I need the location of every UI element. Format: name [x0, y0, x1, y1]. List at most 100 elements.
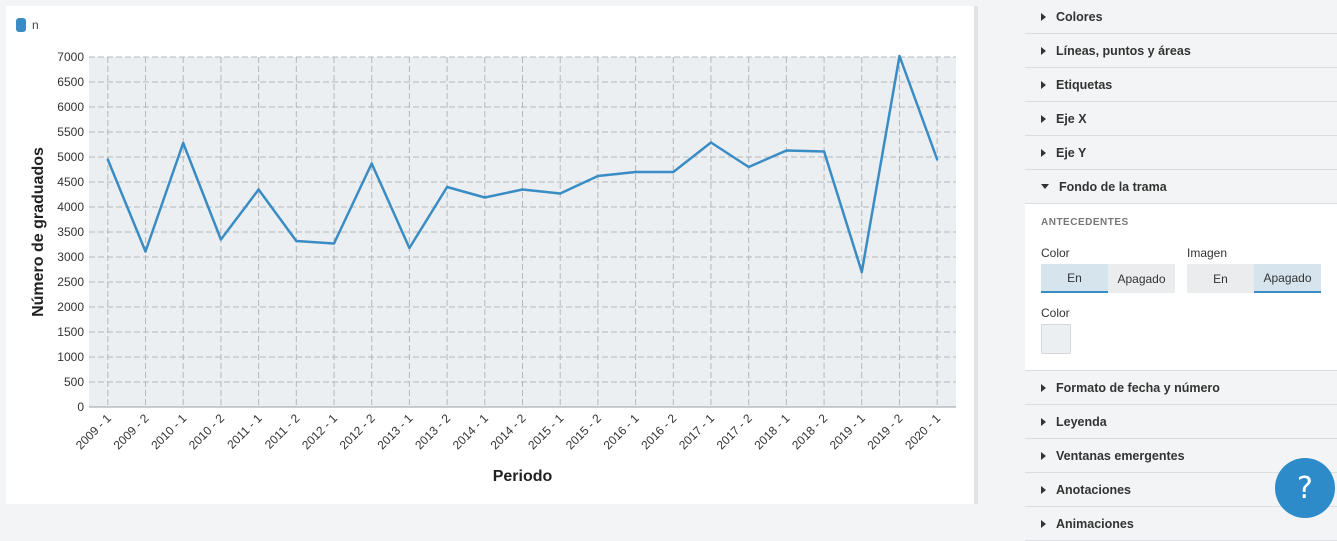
caret-right-icon — [1041, 417, 1046, 426]
accordion-label: Leyenda — [1056, 414, 1107, 429]
caret-right-icon — [1041, 46, 1046, 55]
legend-label: n — [32, 18, 39, 32]
accordion-item[interactable]: Colores — [1025, 0, 1337, 34]
image-off-button[interactable]: Apagado — [1254, 264, 1321, 293]
color-off-button[interactable]: Apagado — [1108, 264, 1175, 293]
legend[interactable]: n — [16, 18, 39, 32]
help-button[interactable]: ? — [1275, 458, 1335, 518]
y-tick-label: 1500 — [57, 325, 84, 339]
caret-right-icon — [1041, 80, 1046, 89]
swatch-label: Color — [1041, 306, 1070, 320]
data-point — [332, 242, 336, 245]
y-tick-label: 2500 — [57, 275, 84, 289]
x-tick-label: 2016 - 1 — [601, 411, 642, 452]
caret-down-icon — [1041, 184, 1049, 189]
accordion-label: Etiquetas — [1056, 77, 1113, 92]
caret-right-icon — [1041, 451, 1046, 460]
x-tick-label: 2010 - 2 — [186, 411, 227, 452]
x-tick-label: 2012 - 1 — [299, 411, 340, 452]
accordion-item[interactable]: Leyenda — [1025, 405, 1337, 439]
accordion-item[interactable]: Eje X — [1025, 102, 1337, 136]
caret-right-icon — [1041, 485, 1046, 494]
accordion-plot-background[interactable]: Fondo de la trama — [1025, 170, 1337, 204]
color-on-button[interactable]: En — [1041, 264, 1108, 293]
accordion-label: Ventanas emergentes — [1056, 448, 1185, 463]
color-label: Color — [1041, 246, 1070, 260]
data-point — [144, 250, 147, 253]
y-tick-label: 3500 — [57, 225, 84, 239]
x-tick-label: 2016 - 2 — [638, 411, 679, 452]
legend-swatch — [16, 18, 26, 32]
accordion-item[interactable]: Líneas, puntos y áreas — [1025, 34, 1337, 68]
y-axis-title: Número de graduados — [30, 147, 47, 317]
data-point — [785, 149, 788, 152]
y-tick-label: 1000 — [57, 350, 84, 364]
accordion-label: Anotaciones — [1056, 482, 1132, 497]
data-point — [709, 141, 713, 144]
accordion-item[interactable]: Etiquetas — [1025, 68, 1337, 102]
x-tick-label: 2013 - 1 — [374, 411, 415, 452]
accordion-label: Líneas, puntos y áreas — [1056, 43, 1191, 58]
x-tick-label: 2015 - 2 — [563, 411, 604, 452]
scrollbar[interactable] — [974, 6, 978, 504]
x-tick-label: 2014 - 2 — [488, 411, 529, 452]
data-point — [521, 188, 524, 191]
x-tick-label: 2019 - 1 — [827, 411, 868, 452]
image-on-button[interactable]: En — [1187, 264, 1254, 293]
y-tick-label: 6000 — [57, 100, 84, 114]
x-tick-label: 2009 - 2 — [111, 411, 152, 452]
caret-right-icon — [1041, 12, 1046, 21]
data-point — [898, 54, 901, 58]
x-tick-label: 2012 - 2 — [337, 411, 378, 452]
accordion-label: Eje X — [1056, 111, 1087, 126]
caret-right-icon — [1041, 148, 1046, 157]
y-tick-label: 500 — [64, 375, 84, 389]
data-point — [747, 165, 750, 169]
x-tick-label: 2019 - 2 — [865, 411, 906, 452]
data-point — [634, 170, 637, 174]
data-point — [445, 185, 449, 189]
accordion-label: Colores — [1056, 9, 1103, 24]
accordion-label: Fondo de la trama — [1059, 179, 1167, 194]
data-point — [558, 192, 562, 195]
x-tick-label: 2018 - 1 — [751, 411, 792, 452]
data-point — [295, 239, 298, 243]
image-toggle: En Apagado — [1187, 264, 1321, 293]
data-point — [257, 188, 260, 191]
x-tick-label: 2020 - 1 — [902, 411, 943, 452]
data-point — [860, 270, 863, 274]
accordion-label: Eje Y — [1056, 145, 1087, 160]
data-point — [822, 150, 826, 153]
section-title: ANTECEDENTES — [1041, 217, 1129, 228]
color-toggle: En Apagado — [1041, 264, 1175, 293]
caret-right-icon — [1041, 114, 1046, 123]
plot-background-settings: ANTECEDENTES Color Imagen En Apagado En … — [1025, 204, 1337, 371]
data-point — [219, 238, 223, 241]
x-tick-label: 2011 - 2 — [262, 411, 303, 452]
data-point — [408, 246, 411, 250]
y-tick-label: 7000 — [57, 50, 84, 64]
data-point — [106, 158, 110, 161]
data-point — [596, 174, 600, 178]
accordion-item[interactable]: Eje Y — [1025, 136, 1337, 170]
accordion-label: Formato de fecha y número — [1056, 380, 1220, 395]
color-swatch[interactable] — [1041, 324, 1071, 354]
caret-right-icon — [1041, 383, 1046, 392]
chart-panel: n 0 500 1000 1500 2000 2500 3000 3500 4000 4500 50… — [6, 6, 974, 504]
accordion-item[interactable]: Formato de fecha y número — [1025, 371, 1337, 405]
x-tick-label: 2010 - 1 — [148, 411, 189, 452]
y-tick-label: 2000 — [57, 300, 84, 314]
image-label: Imagen — [1187, 246, 1228, 260]
x-tick-label: 2011 - 1 — [224, 411, 265, 452]
x-tick-label: 2017 - 1 — [676, 411, 717, 452]
y-tick-label: 3000 — [57, 250, 84, 264]
data-point — [370, 162, 373, 165]
y-tick-label: 4000 — [57, 200, 84, 214]
y-tick-label: 5000 — [57, 150, 84, 164]
y-tick-label: 5500 — [57, 125, 84, 139]
data-point — [672, 170, 675, 174]
x-tick-label: 2017 - 2 — [714, 411, 755, 452]
data-point — [483, 196, 487, 199]
x-tick-label: 2014 - 1 — [450, 411, 491, 452]
y-tick-label: 4500 — [57, 175, 84, 189]
